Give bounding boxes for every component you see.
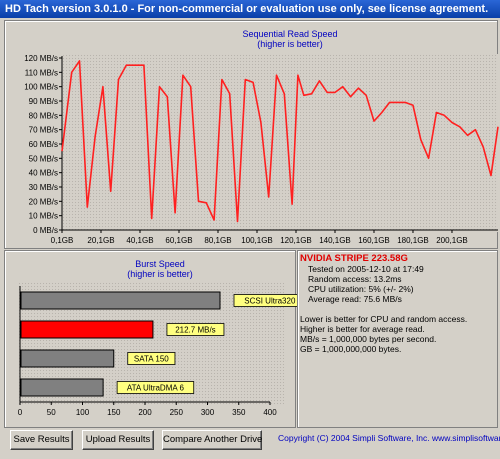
note-mbs-definition: MB/s = 1,000,000 bytes per second. <box>300 334 437 344</box>
cpu-utilization: CPU utilization: 5% (+/- 2%) <box>308 284 414 294</box>
note-higher-better: Higher is better for average read. <box>300 324 425 334</box>
sequential-read-title-line1: Sequential Read Speed <box>242 29 338 39</box>
burst-speed-panel <box>4 250 296 428</box>
results-info-panel <box>297 250 498 428</box>
note-gb-definition: GB = 1,000,000,000 bytes. <box>300 344 402 354</box>
results-info-text: NVIDIA STRIPE 223.58G Tested on 2005-12-… <box>300 253 468 355</box>
compare-another-drive-button[interactable]: Compare Another Drive <box>162 430 262 450</box>
copyright-link[interactable]: Copyright (C) 2004 Simpli Software, Inc.… <box>278 433 500 443</box>
sequential-read-subtitle: (higher is better) <box>257 39 323 49</box>
note-lower-better: Lower is better for CPU and random acces… <box>300 314 468 324</box>
burst-speed-title: Burst Speed (higher is better) <box>80 259 240 279</box>
sequential-read-plot-area <box>62 54 498 232</box>
random-access: Random access: 13.2ms <box>308 274 402 284</box>
sequential-read-title: Sequential Read Speed (higher is better) <box>200 29 380 49</box>
burst-plot-area <box>18 282 284 406</box>
upload-results-button[interactable]: Upload Results <box>82 430 154 450</box>
tested-date: Tested on 2005-12-10 at 17:49 <box>308 264 424 274</box>
save-results-button[interactable]: Save Results <box>10 430 73 450</box>
window-title: HD Tach version 3.0.1.0 - For non-commer… <box>0 0 500 18</box>
average-read: Average read: 75.6 MB/s <box>308 294 402 304</box>
burst-speed-title-line1: Burst Speed <box>135 259 185 269</box>
drive-name: NVIDIA STRIPE 223.58G <box>300 253 408 264</box>
burst-speed-subtitle: (higher is better) <box>127 269 193 279</box>
